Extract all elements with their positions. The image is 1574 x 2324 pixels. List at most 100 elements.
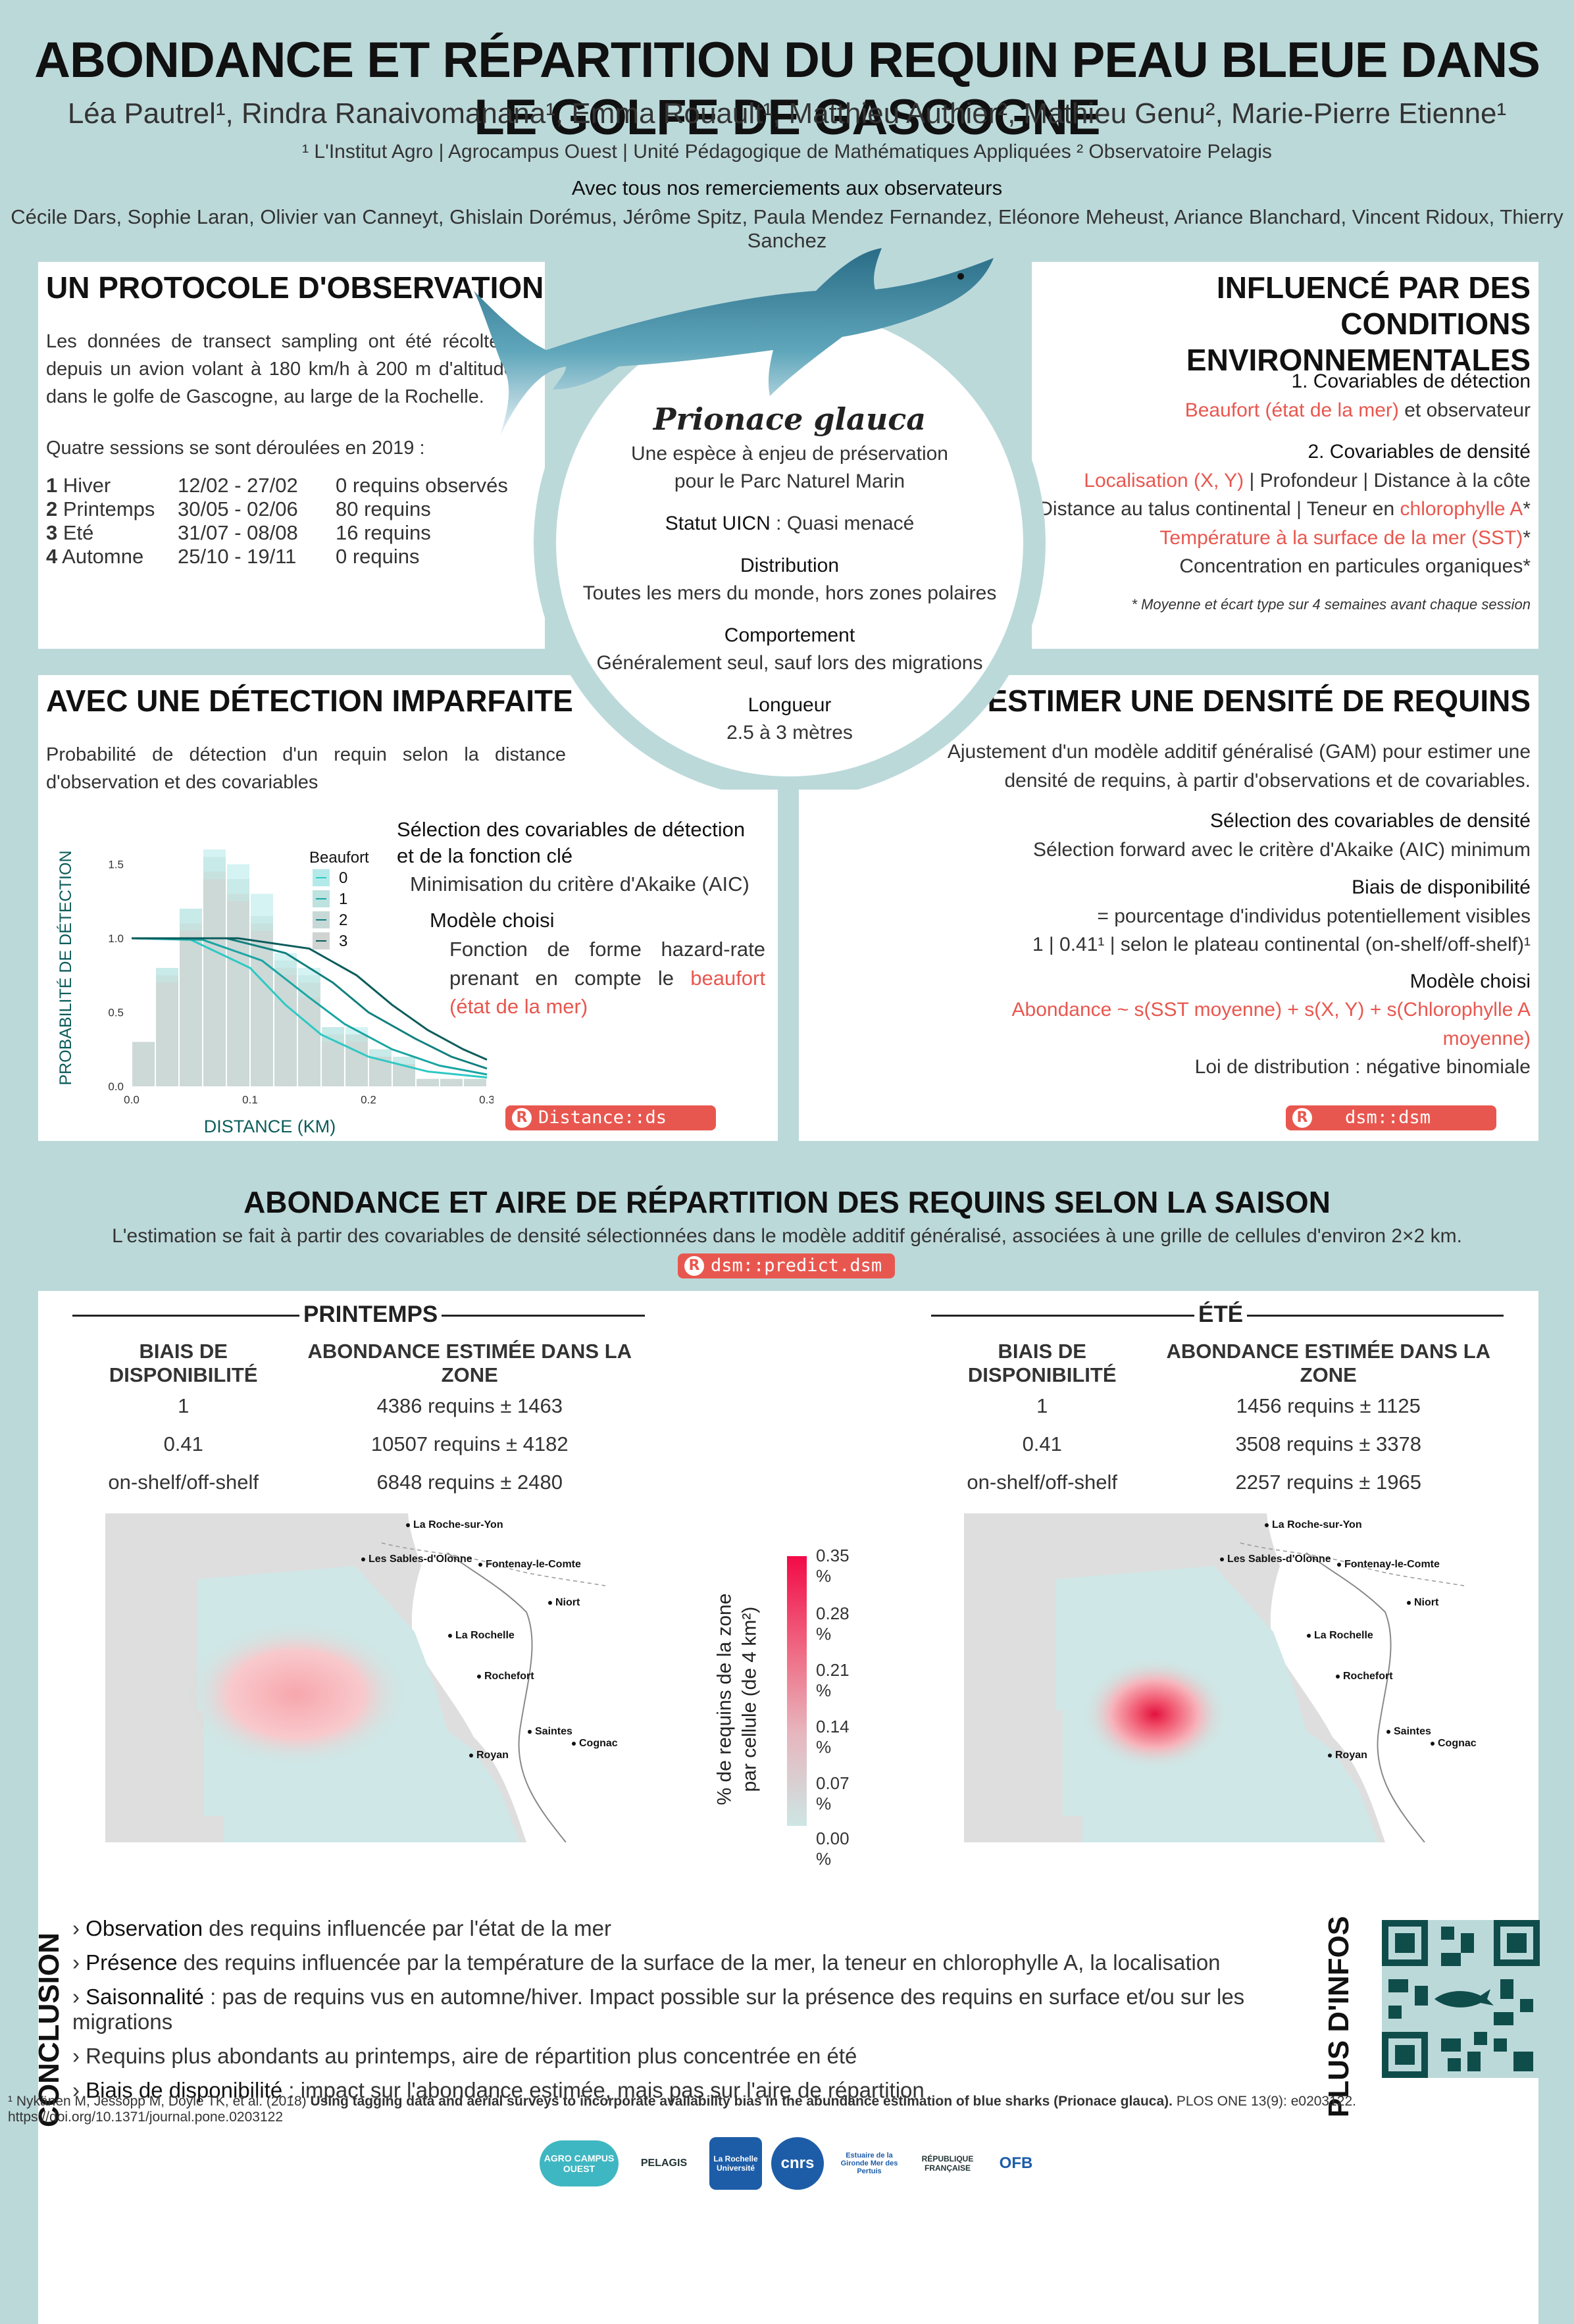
environment-title: INFLUENCÉ PAR DES CONDITIONS ENVIRONNEME… [1186, 270, 1531, 378]
logo-republique: RÉPUBLIQUE FRANÇAISE [915, 2137, 980, 2190]
y-tick-label: 1.0 [108, 932, 124, 945]
more-info-label: PLUS D'INFOS [1323, 1915, 1355, 2118]
map-city-label: La Roche-sur-Yon [406, 1519, 503, 1530]
protocol-text: Les données de transect sampling ont été… [46, 331, 520, 408]
sessions-table: 1 Hiver 12/02 - 27/02 0 requins observés 2… [46, 474, 508, 568]
qr-code-icon[interactable] [1382, 1920, 1540, 2078]
map-city-label: Rochefort [1336, 1671, 1393, 1682]
season-title: ABONDANCE ET AIRE DE RÉPARTITION DES REQ… [243, 1185, 1331, 1219]
svg-text:Fontenay-le-Comte: Fontenay-le-Comte [486, 1559, 581, 1570]
histogram-bar [440, 1078, 463, 1086]
histogram-bar [464, 1078, 486, 1086]
summer-map: La Roche-sur-Yon Les Sables-d'Olonne Fon… [964, 1513, 1530, 1842]
conclusion-list: Observation des requins influencée par l… [72, 1916, 1309, 2112]
authors: Léa Pautrel¹, Rindra Ranaivomanana¹, Emm… [67, 97, 1507, 130]
svg-text:Les Sables-d'Olonne: Les Sables-d'Olonne [1227, 1554, 1331, 1565]
y-tick-label: 0.0 [108, 1080, 124, 1093]
svg-text:Cognac: Cognac [1438, 1738, 1477, 1749]
map-city-label: Saintes [1386, 1726, 1431, 1737]
sessions-intro: Quatre sessions se sont déroulées en 201… [46, 438, 425, 459]
svg-text:Niort: Niort [1414, 1597, 1439, 1608]
spring-table: BIAIS DE DISPONIBILITÉ ABONDANCE ESTIMÉE … [108, 1340, 632, 1494]
detection-curve [132, 937, 488, 1061]
map-city-label: Fontenay-le-Comte [1337, 1559, 1440, 1570]
map-city-label: Royan [1328, 1750, 1367, 1761]
svg-text:Saintes: Saintes [1394, 1726, 1431, 1737]
spring-map: La Roche-sur-Yon Les Sables-d'Olonne Fon… [105, 1513, 671, 1842]
svg-text:Royan: Royan [1335, 1750, 1367, 1761]
map-city-label: Saintes [528, 1726, 572, 1737]
svg-text:Rochefort: Rochefort [484, 1671, 534, 1682]
map-legend: % de requins de la zone par cellule (de … [714, 1546, 895, 1869]
spring-header: PRINTEMPS [72, 1301, 645, 1328]
r-logo-icon: R [512, 1108, 532, 1128]
logo-ofb: OFB [990, 2137, 1042, 2190]
histogram-bar [203, 879, 226, 1086]
session-row: 2 Printemps 30/05 - 02/06 80 requins [46, 497, 431, 520]
map-city-label: La Roche-sur-Yon [1265, 1519, 1362, 1530]
map-city-label: Les Sables-d'Olonne [361, 1554, 472, 1565]
svg-text:Cognac: Cognac [579, 1738, 618, 1749]
map-city-label: Cognac [572, 1738, 618, 1749]
partner-logos: AGRO CAMPUS OUEST PELAGIS La Rochelle Un… [540, 2132, 1046, 2195]
spring-block: PRINTEMPS BIAIS DE DISPONIBILITÉ ABONDANC… [72, 1301, 645, 1502]
svg-text:Royan: Royan [476, 1750, 509, 1761]
conclusion-item: Biais de disponibilité : impact sur l'ab… [72, 2078, 1309, 2103]
histogram-bar [345, 1042, 368, 1086]
svg-text:La Rochelle: La Rochelle [455, 1630, 515, 1641]
affiliations: ¹ L'Institut Agro | Agrocampus Ouest | U… [302, 141, 1272, 163]
svg-text:La Rochelle: La Rochelle [1314, 1630, 1373, 1641]
conclusion-item: Présence des requins influencée par la t… [72, 1950, 1309, 1975]
x-tick-label: 0.0 [124, 1094, 140, 1106]
legend-title: Beaufort [309, 849, 369, 867]
histogram-bar [156, 982, 178, 1086]
summer-header: ÉTÉ [931, 1301, 1504, 1328]
svg-text:Fontenay-le-Comte: Fontenay-le-Comte [1344, 1559, 1440, 1570]
environment-panel: INFLUENCÉ PAR DES CONDITIONS ENVIRONNEME… [1032, 262, 1538, 649]
season-subtitle: L'estimation se fait à partir des covari… [112, 1225, 1462, 1247]
legend-label: 3 [339, 932, 347, 950]
svg-text:Niort: Niort [555, 1597, 580, 1608]
map-city-label: Niort [548, 1597, 580, 1608]
histogram-bar [132, 1042, 155, 1086]
map-city-label: La Rochelle [448, 1630, 515, 1641]
detection-selection: Sélection des covariables de détection e… [397, 818, 765, 1019]
map-city-label: La Rochelle [1307, 1630, 1373, 1641]
thanks-names: Cécile Dars, Sophie Laran, Olivier van C… [11, 205, 1563, 252]
detection-text: Probabilité de détection d'un requin sel… [46, 744, 566, 794]
logo-cnrs: cnrs [771, 2137, 824, 2190]
thanks-title: Avec tous nos remerciements aux observat… [571, 176, 1003, 199]
r-package-distance: R Distance::ds [505, 1105, 716, 1130]
poster-title: ABONDANCE ET RÉPARTITION DU REQUIN PEAU … [34, 32, 1540, 145]
y-axis-label: PROBABILITÉ DE DÉTECTION [56, 850, 75, 1085]
r-logo-icon: R [684, 1256, 704, 1276]
detection-panel: AVEC UNE DÉTECTION IMPARFAITE Probabilit… [38, 675, 778, 1141]
x-tick-label: 0.2 [361, 1094, 376, 1106]
x-axis-label: DISTANCE (KM) [204, 1117, 336, 1136]
legend-label: 2 [339, 911, 347, 929]
logo-agrocampus: AGRO CAMPUS OUEST [540, 2140, 619, 2186]
histogram-bar [298, 998, 320, 1086]
summer-label: ÉTÉ [1194, 1301, 1248, 1328]
detection-title: AVEC UNE DÉTECTION IMPARFAITE [46, 684, 573, 718]
legend-gradient-bar [787, 1556, 807, 1826]
session-row: 1 Hiver 12/02 - 27/02 0 requins observés [46, 474, 508, 497]
summer-table: BIAIS DE DISPONIBILITÉ ABONDANCE ESTIMÉE … [967, 1340, 1491, 1494]
svg-text:Rochefort: Rochefort [1343, 1671, 1393, 1682]
map-city-label: Les Sables-d'Olonne [1220, 1554, 1331, 1565]
svg-text:La Roche-sur-Yon: La Roche-sur-Yon [413, 1519, 503, 1530]
reference: ¹ Nykänen M, Jessopp M, Doyle TK, et al.… [8, 2094, 1356, 2125]
x-tick-label: 0.1 [242, 1094, 258, 1106]
map-city-label: Niort [1407, 1597, 1439, 1608]
environment-content: 1. Covariables de détection Beaufort (ét… [1038, 370, 1531, 613]
r-logo-icon: R [1292, 1108, 1312, 1128]
summer-block: ÉTÉ BIAIS DE DISPONIBILITÉ ABONDANCE ESTI… [931, 1301, 1504, 1502]
shark-illustration [474, 248, 994, 436]
y-tick-label: 1.5 [108, 859, 124, 871]
logo-pelagis: PELAGIS [628, 2137, 700, 2190]
histogram-bar [322, 1042, 344, 1086]
histogram-bar [180, 930, 202, 1086]
histogram-bar [274, 975, 297, 1086]
x-tick-label: 0.3 [479, 1094, 494, 1106]
svg-text:La Roche-sur-Yon: La Roche-sur-Yon [1272, 1519, 1362, 1530]
